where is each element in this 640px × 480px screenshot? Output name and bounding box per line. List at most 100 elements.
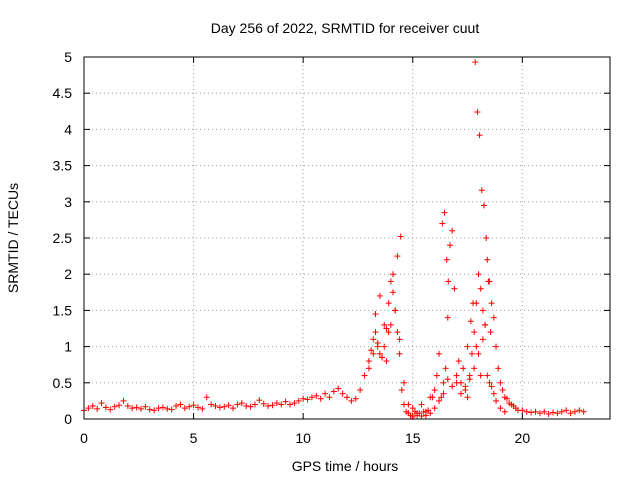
data-point [503,395,510,402]
data-point [422,408,429,415]
data-point [400,379,407,386]
data-point [476,132,483,139]
data-point [348,397,355,404]
data-point [287,401,294,408]
data-point [374,343,381,350]
grid-lines [83,56,610,420]
data-point [142,403,149,410]
data-point [480,202,487,209]
data-point [477,372,484,379]
data-point [203,394,210,401]
data-point [322,390,329,397]
data-point [478,187,485,194]
data-point [383,358,390,365]
data-point [339,390,346,397]
data-point [230,405,237,412]
data-point [486,379,493,386]
data-point [479,336,486,343]
data-point [256,397,263,404]
data-point [495,365,502,372]
x-tick-label: 10 [295,430,311,446]
data-point [497,379,504,386]
data-point [453,379,460,386]
data-point [487,329,494,336]
data-point [269,402,276,409]
x-tick-label: 0 [80,430,88,446]
data-point [493,343,500,350]
data-point [484,372,491,379]
y-tick-label: 1 [64,339,72,355]
data-point [394,329,401,336]
data-point [462,383,469,390]
data-point [313,392,320,399]
data-point [442,365,449,372]
data-point [418,413,425,420]
data-point [488,300,495,307]
data-point [466,376,473,383]
data-point [372,311,379,318]
data-point [398,387,405,394]
data-point [482,321,489,328]
data-point [291,400,298,407]
data-point [208,401,215,408]
data-point [396,350,403,357]
data-point [473,343,480,350]
x-tick-label: 15 [405,430,421,446]
data-point [497,405,504,412]
data-point [445,278,452,285]
axis-ticks: 0 5 10 15 20 0 0.5 1 1.5 2 2.5 3 3.5 4 4.5 5 [53,49,610,446]
data-point [317,395,324,402]
data-point [129,405,136,412]
data-point [471,329,478,336]
data-point [370,336,377,343]
data-point [479,307,486,314]
data-point [94,405,101,412]
data-point [447,242,454,249]
data-point [453,372,460,379]
data-point [365,365,372,372]
y-tick-label: 4.5 [53,85,73,101]
data-point [418,401,425,408]
data-point [472,59,479,66]
data-point [484,256,491,263]
data-point [490,314,497,321]
data-point [523,408,530,415]
data-point [335,385,342,392]
data-point [554,410,561,417]
data-point [330,388,337,395]
data-point [532,408,539,415]
data-point [468,350,475,357]
data-point [85,405,92,412]
data-point [576,407,583,414]
data-point [164,405,171,412]
data-point [409,405,416,412]
data-points [81,59,587,420]
data-point [247,403,254,410]
data-point [571,408,578,415]
data-point [390,271,397,278]
data-point [243,402,250,409]
data-point [159,404,166,411]
data-point [436,397,443,404]
data-point [439,220,446,227]
data-point [260,400,267,407]
data-point [460,365,467,372]
data-point [137,405,144,412]
data-point [457,390,464,397]
data-point [563,407,570,414]
data-point [528,409,535,416]
data-point [405,401,412,408]
data-point [444,314,451,321]
data-point [190,402,197,409]
data-point [372,329,379,336]
data-point [216,404,223,411]
data-point [440,390,447,397]
data-point [177,401,184,408]
data-point [474,109,481,116]
data-point [488,383,495,390]
y-tick-label: 0 [64,411,72,427]
data-point [475,350,482,357]
data-point [265,402,272,409]
data-point [464,343,471,350]
data-point [352,395,359,402]
